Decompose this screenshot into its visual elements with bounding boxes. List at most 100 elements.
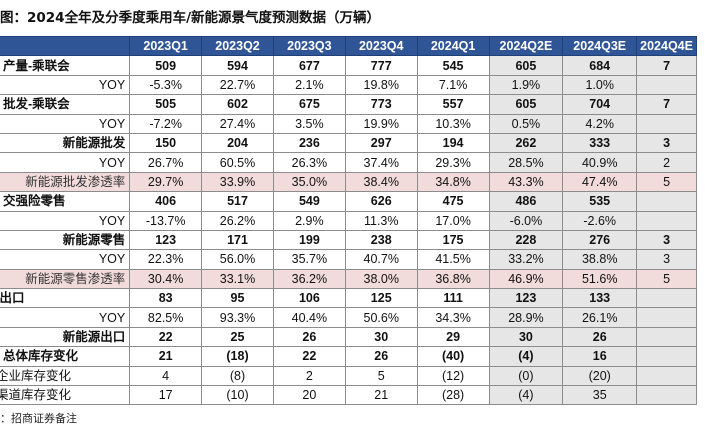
row-label: .出口 bbox=[0, 288, 131, 309]
table-row: YOY 22.3% 56.0% 35.7% 40.7% 41.5% 33.2% 38.8% 3 bbox=[0, 249, 697, 270]
table-row: YOY 82.5% 93.3% 40.4% 50.6% 34.3% 28.9% 26.1% bbox=[0, 307, 697, 328]
table-row: . 总体库存变化 21 (18) 22 26 (40) (4) 16 bbox=[0, 346, 697, 367]
table-cell: (18) bbox=[201, 346, 274, 367]
table-cell: 41.5% bbox=[416, 249, 490, 270]
table-cell: 19.8% bbox=[344, 74, 418, 96]
table-cell: 3.5% bbox=[272, 113, 346, 134]
table-row: 新能源零售 123 171 199 238 175 228 276 3 bbox=[0, 229, 697, 251]
table-cell: 26 bbox=[562, 326, 638, 348]
table-cell: 3 bbox=[636, 229, 697, 251]
table-cell: (4) bbox=[488, 385, 564, 406]
row-label: 新能源零售渗透率 bbox=[0, 268, 131, 290]
table-cell: 46.9% bbox=[488, 268, 564, 290]
table-cell: 4 bbox=[129, 365, 203, 387]
table-cell: (0) bbox=[488, 365, 564, 387]
table-cell: 36.2% bbox=[272, 268, 346, 290]
table-cell: 26.2% bbox=[201, 210, 274, 231]
table-row: . 产量-乘联会 509 594 677 777 545 605 684 7 bbox=[0, 55, 697, 76]
table-cell: 605 bbox=[488, 94, 564, 115]
table-cell bbox=[636, 346, 697, 367]
table-cell: (20) bbox=[562, 365, 638, 387]
table-cell: (40) bbox=[416, 346, 490, 367]
table-cell: 22 bbox=[272, 346, 346, 367]
table-cell: 1.0% bbox=[562, 74, 638, 96]
table-cell: 297 bbox=[344, 132, 418, 154]
table-cell: 236 bbox=[272, 132, 346, 154]
row-label: 渠道库存变化 bbox=[0, 385, 131, 406]
table-cell: 773 bbox=[344, 94, 418, 115]
table-cell: 25 bbox=[201, 326, 274, 348]
table-cell: 36.8% bbox=[416, 268, 490, 290]
table-cell: 35.0% bbox=[272, 171, 346, 193]
table-cell: 3 bbox=[636, 132, 697, 154]
table-cell: 33.9% bbox=[201, 171, 274, 193]
table-cell: 29 bbox=[416, 326, 490, 348]
table-row: . 批发-乘联会 505 602 675 773 557 605 704 7 bbox=[0, 94, 697, 115]
table-cell: 133 bbox=[562, 288, 638, 309]
table-cell: 28.5% bbox=[488, 152, 564, 173]
table-cell: 51.6% bbox=[562, 268, 638, 290]
table-cell: -7.2% bbox=[129, 113, 203, 134]
table-cell bbox=[636, 113, 697, 134]
table-cell: 82.5% bbox=[129, 307, 203, 328]
header-period: 2023Q1 bbox=[129, 35, 203, 57]
table-cell: 333 bbox=[562, 132, 638, 154]
table-cell: 204 bbox=[201, 132, 274, 154]
table-cell: 545 bbox=[416, 55, 490, 76]
table-cell: (28) bbox=[416, 385, 490, 406]
table-cell: 56.0% bbox=[201, 249, 274, 270]
table-cell: 111 bbox=[416, 288, 490, 309]
header-period: 2024Q1 bbox=[416, 35, 490, 57]
table-cell: -13.7% bbox=[129, 210, 203, 231]
row-label: 新能源批发 bbox=[0, 132, 131, 154]
table-cell: 557 bbox=[416, 94, 490, 115]
table-cell: 26 bbox=[344, 346, 418, 367]
table-cell: -6.0% bbox=[488, 210, 564, 231]
table-cell: 594 bbox=[201, 55, 274, 76]
table-cell: 40.9% bbox=[562, 152, 638, 173]
table-row: YOY -7.2% 27.4% 3.5% 19.9% 10.3% 0.5% 4.2% bbox=[0, 113, 697, 134]
table-cell: 34.3% bbox=[416, 307, 490, 328]
table-cell: 26.1% bbox=[562, 307, 638, 328]
table-cell: 509 bbox=[129, 55, 203, 76]
table-cell: (10) bbox=[201, 385, 274, 406]
table-row: 渠道库存变化 17 (10) 20 21 (28) (4) 35 bbox=[0, 385, 697, 406]
table-cell: 276 bbox=[562, 229, 638, 251]
table-cell: 406 bbox=[129, 191, 203, 212]
table-cell: 11.3% bbox=[344, 210, 418, 231]
table-cell: 175 bbox=[416, 229, 490, 251]
table-cell: 125 bbox=[344, 288, 418, 309]
table-cell bbox=[636, 307, 697, 328]
table-cell: 16 bbox=[562, 346, 638, 367]
table-cell: 17.0% bbox=[416, 210, 490, 231]
table-cell: 7.1% bbox=[416, 74, 490, 96]
table-cell: 2 bbox=[636, 152, 697, 173]
table-cell: 605 bbox=[488, 55, 564, 76]
row-label: 企业库存变化 bbox=[0, 365, 131, 387]
table-row: YOY 26.7% 60.5% 26.3% 37.4% 29.3% 28.5% 40.9% 2 bbox=[0, 152, 697, 173]
table-cell: 20 bbox=[272, 385, 346, 406]
header-period: 2023Q4 bbox=[344, 35, 418, 57]
table-cell: 95 bbox=[201, 288, 274, 309]
table-cell: 123 bbox=[129, 229, 203, 251]
table-cell: 93.3% bbox=[201, 307, 274, 328]
table-cell: 22.3% bbox=[129, 249, 203, 270]
header-period: 2023Q2 bbox=[201, 35, 274, 57]
table-cell: 34.8% bbox=[416, 171, 490, 193]
table-cell: 37.4% bbox=[344, 152, 418, 173]
row-label: YOY bbox=[0, 210, 131, 231]
table-cell: 0.5% bbox=[488, 113, 564, 134]
table-row: 新能源零售渗透率 30.4% 33.1% 36.2% 38.0% 36.8% 46.9% 51… bbox=[0, 268, 697, 290]
table-cell: 30 bbox=[488, 326, 564, 348]
table-cell: 33.1% bbox=[201, 268, 274, 290]
table-cell: 7 bbox=[636, 55, 697, 76]
table-cell: 486 bbox=[488, 191, 564, 212]
table-row: 新能源批发渗透率 29.7% 33.9% 35.0% 38.4% 34.8% 43.3% 47… bbox=[0, 171, 697, 193]
table-cell: 626 bbox=[344, 191, 418, 212]
table-cell: 3 bbox=[636, 249, 697, 270]
table-cell: 22 bbox=[129, 326, 203, 348]
table-cell: 228 bbox=[488, 229, 564, 251]
table-cell: (8) bbox=[201, 365, 274, 387]
table-cell: 40.4% bbox=[272, 307, 346, 328]
table-cell: 22.7% bbox=[201, 74, 274, 96]
